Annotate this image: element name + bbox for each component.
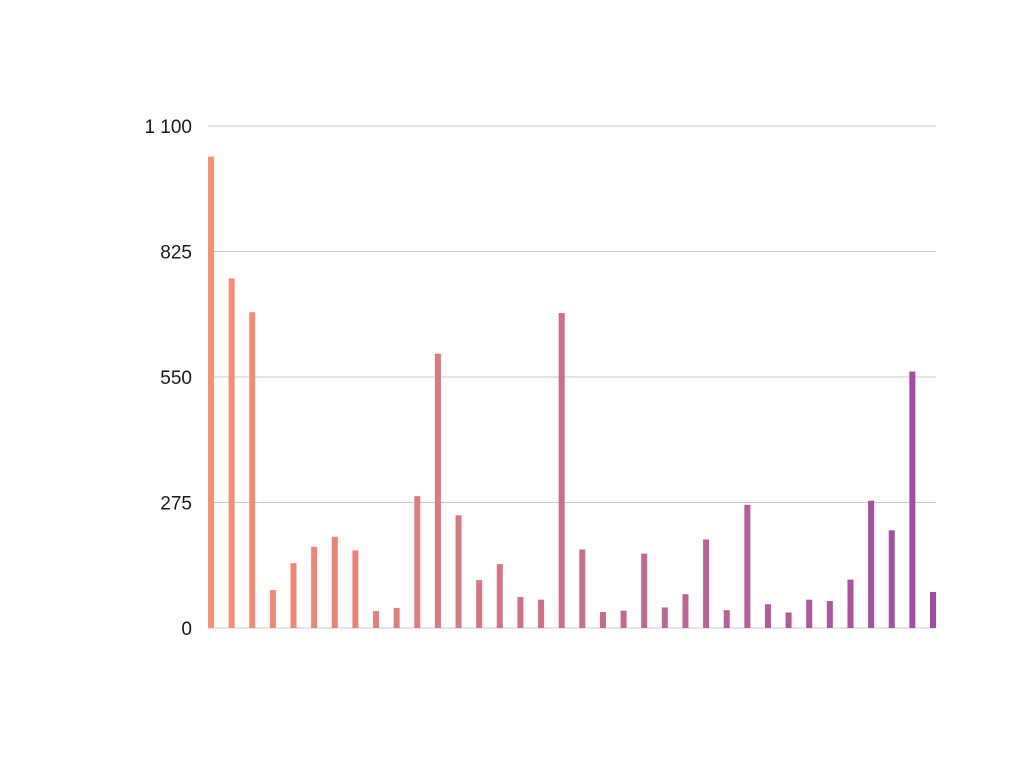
bar-14 bbox=[496, 564, 503, 628]
bar-11 bbox=[434, 353, 441, 628]
bar-9 bbox=[393, 607, 400, 628]
bar-24 bbox=[703, 539, 710, 628]
bar-8 bbox=[373, 611, 380, 628]
bar-27 bbox=[764, 604, 771, 628]
bar-10 bbox=[414, 496, 421, 628]
bar-23 bbox=[682, 594, 689, 628]
bar-15 bbox=[517, 596, 524, 628]
bar-30 bbox=[826, 601, 833, 628]
grid-lines bbox=[208, 125, 936, 629]
bar-17 bbox=[558, 313, 565, 628]
y-tick-label: 1 100 bbox=[144, 117, 192, 138]
y-tick-label: 550 bbox=[160, 368, 192, 389]
y-tick-label: 0 bbox=[181, 619, 192, 640]
bar-13 bbox=[476, 580, 483, 628]
bar-18 bbox=[579, 549, 586, 628]
bar-20 bbox=[620, 610, 627, 628]
bar-34 bbox=[909, 371, 916, 628]
bar-7 bbox=[352, 550, 359, 628]
bar-3 bbox=[269, 590, 276, 628]
bar-29 bbox=[806, 599, 813, 628]
bar-16 bbox=[538, 599, 545, 628]
y-tick-label: 275 bbox=[160, 494, 192, 515]
bar-12 bbox=[455, 515, 462, 628]
bar-35 bbox=[930, 591, 936, 628]
bar-21 bbox=[641, 553, 648, 628]
bar-28 bbox=[785, 612, 792, 628]
bar-6 bbox=[331, 536, 338, 628]
bar-5 bbox=[311, 546, 318, 628]
y-axis-ticks: 0 275 550 825 1 100 bbox=[144, 117, 192, 640]
bar-0 bbox=[208, 156, 214, 629]
bar-1 bbox=[228, 278, 235, 628]
bar-19 bbox=[599, 612, 606, 628]
bar-33 bbox=[888, 530, 895, 628]
bar-26 bbox=[744, 504, 751, 628]
bar-32 bbox=[868, 500, 875, 628]
bar-25 bbox=[723, 610, 730, 628]
bars bbox=[208, 156, 936, 629]
bar-2 bbox=[249, 312, 256, 628]
bar-31 bbox=[847, 579, 854, 628]
bar-22 bbox=[661, 607, 668, 628]
y-tick-label: 825 bbox=[160, 243, 192, 264]
bar-4 bbox=[290, 563, 297, 628]
